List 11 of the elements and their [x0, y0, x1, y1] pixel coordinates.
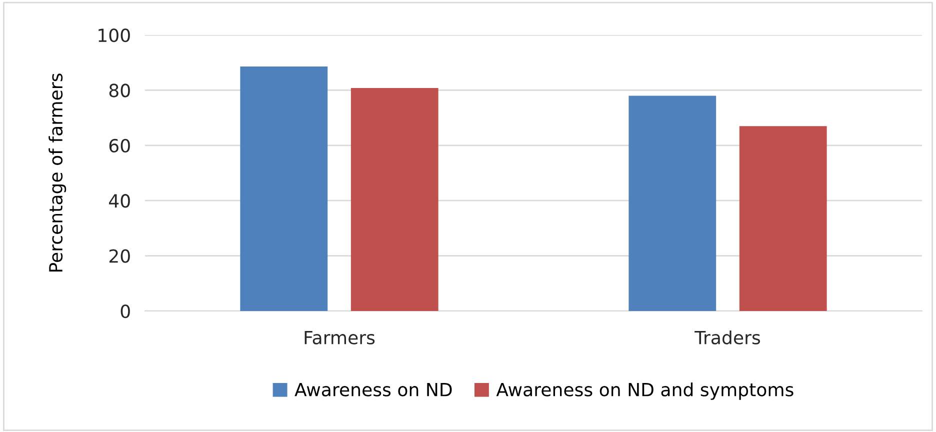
- x-tick-label: Traders: [694, 330, 760, 344]
- y-tick-label: 0: [120, 304, 130, 318]
- y-tick-label: 40: [109, 194, 130, 208]
- y-tick-label: 60: [109, 138, 130, 153]
- x-tick-label: Farmers: [304, 331, 375, 344]
- y-axis-title: Percentage of farmers: [48, 74, 66, 272]
- y-tick-label: 100: [98, 28, 130, 42]
- y-tick-label: 20: [109, 249, 130, 263]
- y-tick-label: 80: [109, 84, 130, 98]
- legend-label: Awareness on ND: [294, 383, 452, 396]
- legend-label: Awareness on ND and symptoms: [496, 382, 794, 400]
